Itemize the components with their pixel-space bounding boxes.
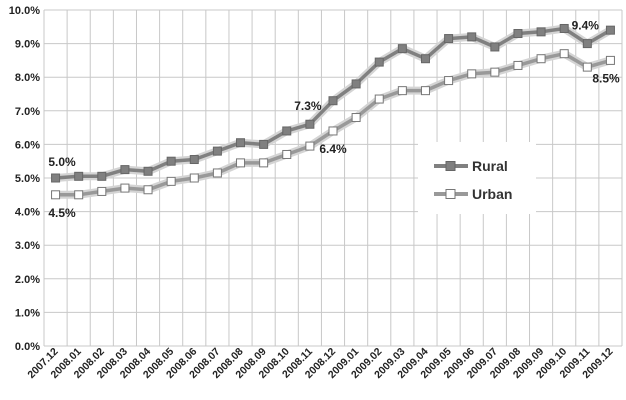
data-point-urban: [97, 186, 107, 196]
data-point-rural: [467, 32, 477, 42]
data-point-rural: [420, 54, 430, 64]
data-point-rural: [374, 57, 384, 67]
data-point-urban: [328, 126, 338, 136]
data-point-rural: [305, 119, 315, 129]
data-point-urban: [605, 55, 615, 65]
data-label: 6.4%: [319, 142, 347, 156]
data-point-urban: [143, 185, 153, 195]
data-point-rural: [166, 156, 176, 166]
legend: Rural Urban: [418, 142, 536, 214]
data-point-rural: [582, 39, 592, 49]
y-tick-label: 1.0%: [15, 307, 40, 319]
data-point-urban: [189, 173, 199, 183]
data-point-urban: [212, 168, 222, 178]
data-label: 7.3%: [294, 99, 322, 113]
data-point-rural: [74, 171, 84, 181]
legend-item-urban: Urban: [434, 186, 512, 202]
data-point-rural: [143, 166, 153, 176]
y-axis-ticks: 0.0% 1.0% 2.0% 3.0% 4.0% 5.0% 6.0% 7.0% 8.0% 9.0%…: [9, 5, 40, 353]
data-point-rural: [236, 138, 246, 148]
data-point-rural: [351, 79, 361, 89]
data-point-urban: [397, 86, 407, 96]
y-tick-label: 2.0%: [15, 274, 40, 286]
y-tick-label: 0.0%: [15, 341, 40, 353]
data-point-rural: [536, 27, 546, 37]
data-point-urban: [490, 67, 500, 77]
data-point-urban: [420, 86, 430, 96]
data-point-rural: [212, 146, 222, 156]
data-point-rural: [605, 25, 615, 35]
data-point-urban: [582, 62, 592, 72]
data-point-rural: [120, 165, 130, 175]
y-tick-label: 7.0%: [15, 106, 40, 118]
data-point-urban: [282, 149, 292, 159]
y-tick-label: 4.0%: [15, 207, 40, 219]
y-tick-label: 9.0%: [15, 39, 40, 51]
data-point-rural: [189, 155, 199, 165]
annotations: 5.0% 4.5% 7.3% 6.4% 9.4% 8.5%: [48, 19, 620, 220]
series-group: [51, 23, 615, 200]
data-point-urban: [444, 76, 454, 86]
data-point-rural: [259, 139, 269, 149]
data-point-urban: [74, 190, 84, 200]
data-point-urban: [513, 60, 523, 70]
data-label: 4.5%: [48, 206, 76, 220]
data-point-urban: [120, 183, 130, 193]
legend-marker-rural: [445, 161, 456, 171]
data-point-urban: [351, 113, 361, 123]
data-point-rural: [97, 171, 107, 181]
data-point-rural: [397, 44, 407, 54]
y-tick-label: 6.0%: [15, 139, 40, 151]
data-point-rural: [282, 126, 292, 136]
data-point-urban: [536, 54, 546, 64]
data-point-urban: [259, 158, 269, 168]
y-tick-label: 10.0%: [9, 5, 40, 17]
data-label: 8.5%: [592, 71, 620, 85]
y-tick-label: 8.0%: [15, 72, 40, 84]
y-tick-label: 5.0%: [15, 173, 40, 185]
data-point-urban: [166, 176, 176, 186]
legend-box: [418, 142, 536, 214]
data-point-rural: [513, 29, 523, 39]
data-label: 9.4%: [572, 19, 600, 33]
data-point-rural: [559, 23, 569, 33]
x-axis-ticks: 2007.122008.012008.022008.032008.042008.…: [25, 346, 615, 381]
data-point-urban: [236, 158, 246, 168]
data-label: 5.0%: [48, 155, 76, 169]
data-point-urban: [467, 69, 477, 79]
legend-label-urban: Urban: [472, 186, 512, 202]
y-tick-label: 3.0%: [15, 240, 40, 252]
legend-item-rural: Rural: [434, 158, 508, 174]
legend-marker-urban: [445, 189, 456, 199]
data-point-rural: [328, 96, 338, 106]
data-point-rural: [444, 34, 454, 44]
legend-label-rural: Rural: [472, 158, 508, 174]
data-point-urban: [305, 141, 315, 151]
data-point-urban: [374, 94, 384, 104]
data-point-rural: [490, 42, 500, 52]
data-point-urban: [559, 49, 569, 59]
data-point-urban: [51, 190, 61, 200]
data-point-rural: [51, 173, 61, 183]
